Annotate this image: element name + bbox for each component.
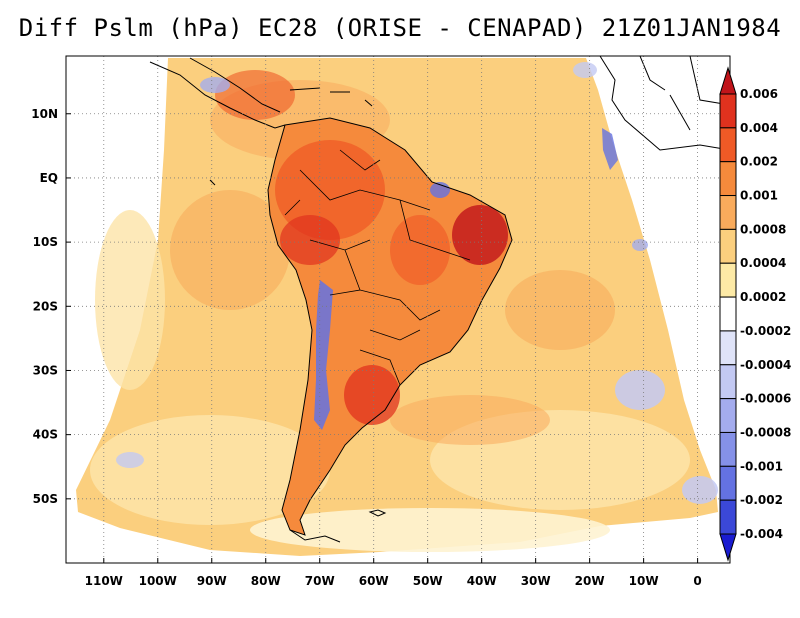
- caribbean-islands: [209, 87, 373, 186]
- field-orange-patch: [390, 395, 550, 445]
- land-strong-patch: [344, 365, 400, 425]
- negative-patch: [200, 77, 230, 93]
- negative-patch: [682, 476, 718, 504]
- lon-tick-label: 50W: [413, 574, 443, 588]
- andes-negative-field: [314, 280, 333, 430]
- lat-tick-label: 10S: [33, 235, 58, 249]
- lat-tick-label: EQ: [40, 171, 58, 185]
- lat-tick-label: 30S: [33, 363, 58, 377]
- field-light-band: [90, 415, 330, 525]
- lon-tick-label: 80W: [251, 574, 281, 588]
- colorbar-label: -0.0006: [740, 392, 791, 406]
- lon-tick-label: 100W: [139, 574, 177, 588]
- lon-tick-label: 20W: [575, 574, 605, 588]
- lon-tick-label: 70W: [305, 574, 335, 588]
- colorbar-label: 0.0002: [740, 290, 786, 304]
- colorbar-label: -0.0002: [740, 324, 791, 338]
- map-title: Diff Pslm (hPa) EC28 (ORISE - CENAPAD) 2…: [18, 14, 782, 42]
- colorbar-label: -0.004: [740, 527, 783, 541]
- colorbar-swatch: [719, 127, 737, 163]
- atlantic-negative-field: [602, 128, 618, 170]
- central-america-coastline: [149, 57, 286, 129]
- field-orange-patch: [505, 270, 615, 350]
- lon-tick-label: 10W: [629, 574, 659, 588]
- colorbar-swatch: [719, 499, 737, 535]
- negative-patch: [632, 239, 648, 251]
- colorbar-label: 0.0008: [740, 222, 786, 236]
- lat-tick-label: 50S: [33, 492, 58, 506]
- colorbar-swatch: [719, 364, 737, 400]
- africa-coastline: [599, 56, 730, 151]
- lon-tick-label: 30W: [521, 574, 551, 588]
- lat-tick-label: 40S: [33, 428, 58, 442]
- colorbar-label: 0.001: [740, 189, 778, 203]
- colorbar-swatch: [719, 398, 737, 433]
- colorbar-label: -0.002: [740, 493, 783, 507]
- colorbar-label: 0.0004: [740, 256, 786, 270]
- land-strong-patch: [390, 215, 450, 285]
- lat-tick-label: 10N: [31, 107, 58, 121]
- lon-tick-label: 40W: [467, 574, 497, 588]
- colorbar-swatch: [719, 262, 737, 298]
- colorbar-label: -0.0008: [740, 425, 791, 439]
- land-strong-patch: [452, 205, 508, 265]
- colorbar-label: -0.0004: [740, 358, 791, 372]
- lon-tick-label: 60W: [359, 574, 389, 588]
- map-axes: 110W 100W 90W 80W 70W 60W 50W 40W 30W 20W 10W 0 10N E…: [31, 107, 702, 588]
- colorbar-swatch: [719, 195, 737, 230]
- colorbar-swatch: [719, 93, 737, 129]
- field-orange-patch: [170, 190, 290, 310]
- south-america-coastline: [267, 117, 513, 536]
- lon-tick-label: 110W: [85, 574, 123, 588]
- lon-tick-label: 90W: [197, 574, 227, 588]
- tierra-del-fuego: [289, 529, 341, 543]
- colorbar-swatch: [719, 465, 737, 501]
- lat-tick-label: 20S: [33, 299, 58, 313]
- land-strong-patch: [215, 70, 295, 120]
- field-light-band: [95, 210, 165, 390]
- colorbar-label: 0.006: [740, 87, 778, 101]
- colorbar-label: -0.001: [740, 459, 783, 473]
- graticule: [66, 56, 730, 563]
- country-borders: [284, 149, 471, 386]
- colorbar-swatch: [719, 431, 737, 467]
- negative-patch: [116, 452, 144, 468]
- colorbar-min-arrow: [719, 533, 737, 562]
- colorbar-label: 0.004: [740, 121, 778, 135]
- negative-patch: [615, 370, 665, 410]
- colorbar-label: 0.002: [740, 155, 778, 169]
- negative-patch: [573, 62, 597, 78]
- colorbar-swatch: [719, 296, 737, 332]
- colorbar: 0.006 0.004 0.002 0.001 0.0008 0.0004 0.0002 -0…: [719, 66, 791, 562]
- falklands: [368, 509, 387, 517]
- field-light-band: [250, 508, 610, 552]
- lon-tick-label: 0: [693, 574, 701, 588]
- colorbar-swatch: [719, 330, 737, 366]
- land-strong-patch: [275, 140, 385, 240]
- colorbar-swatch: [719, 161, 737, 197]
- colorbar-swatch: [719, 228, 737, 264]
